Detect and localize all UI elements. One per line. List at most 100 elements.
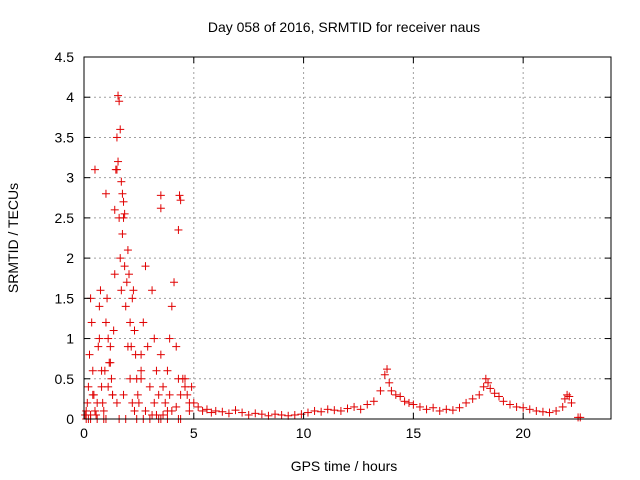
data-point: [218, 407, 227, 416]
data-point: [525, 405, 534, 414]
data-point: [159, 382, 168, 391]
data-point: [120, 262, 129, 271]
data-point: [415, 402, 424, 411]
data-point: [141, 406, 150, 415]
data-point: [238, 408, 247, 417]
data-point: [99, 406, 108, 415]
data-point: [396, 392, 405, 401]
data-point: [211, 406, 220, 415]
data-point: [330, 406, 339, 415]
data-point: [538, 407, 547, 416]
data-point: [380, 370, 389, 379]
data-point: [110, 270, 119, 279]
data-point: [385, 378, 394, 387]
data-point: [175, 191, 184, 200]
data-point: [103, 294, 112, 303]
y-tick-label: 0.5: [55, 371, 75, 387]
data-point: [85, 350, 94, 359]
data-point: [107, 374, 116, 383]
data-point: [251, 409, 260, 418]
data-point: [106, 342, 115, 351]
data-point: [558, 402, 567, 411]
data-point: [448, 406, 457, 415]
y-tick-label: 4.5: [55, 49, 75, 65]
data-point: [181, 374, 190, 383]
data-point: [462, 398, 471, 407]
plot-frame: [83, 56, 612, 420]
data-point: [224, 409, 233, 418]
data-point: [429, 403, 438, 412]
data-point: [257, 410, 266, 419]
data-point: [83, 398, 92, 407]
x-tick-label: 0: [80, 425, 88, 441]
data-point: [82, 406, 91, 415]
data-point: [143, 342, 152, 351]
data-point: [128, 398, 137, 407]
data-point: [317, 407, 326, 416]
data-point: [519, 403, 528, 412]
x-tick-label: 5: [190, 425, 198, 441]
data-point: [112, 133, 121, 142]
data-point: [532, 406, 541, 415]
y-tick-label: 1.5: [55, 290, 75, 306]
data-point: [148, 286, 157, 295]
data-point: [123, 246, 132, 255]
data-point: [490, 389, 499, 398]
data-point: [479, 382, 488, 391]
data-point: [104, 382, 113, 391]
data-point: [383, 365, 392, 374]
data-point: [145, 382, 154, 391]
data-point: [115, 97, 124, 106]
data-point: [350, 402, 359, 411]
data-point: [563, 390, 572, 399]
data-point: [94, 342, 103, 351]
data-point: [499, 397, 508, 406]
data-point: [163, 406, 172, 415]
y-axis-title: SRMTID / TECUs: [5, 183, 21, 293]
data-point: [495, 392, 504, 401]
data-point: [101, 318, 110, 327]
data-point: [114, 91, 123, 100]
data-point: [126, 318, 135, 327]
data-point: [120, 209, 129, 218]
data-point: [323, 405, 332, 414]
data-point: [185, 406, 194, 415]
data-point: [409, 400, 418, 409]
y-tick-label: 3: [66, 170, 74, 186]
data-point: [110, 205, 119, 214]
chart-title: Day 058 of 2016, SRMTID for receiver nau…: [208, 19, 480, 35]
data-point: [576, 413, 585, 422]
data-point: [244, 410, 253, 419]
data-point: [114, 157, 123, 166]
data-point: [152, 366, 161, 375]
data-point: [112, 398, 121, 407]
data-point: [567, 398, 576, 407]
data-point: [303, 408, 312, 417]
data-point: [126, 374, 135, 383]
data-point: [422, 405, 431, 414]
data-points: [81, 91, 585, 423]
data-point: [109, 326, 118, 335]
data-point: [194, 402, 203, 411]
data-point: [505, 400, 514, 409]
data-point: [104, 334, 113, 343]
data-point: [404, 398, 413, 407]
data-point: [133, 390, 142, 399]
data-point: [150, 398, 159, 407]
data-point: [116, 125, 125, 134]
data-point: [290, 410, 299, 419]
data-point: [170, 278, 179, 287]
data-point: [277, 410, 286, 419]
data-point: [118, 189, 127, 198]
data-point: [122, 278, 131, 287]
data-point: [356, 405, 365, 414]
data-point: [202, 405, 211, 414]
data-point: [125, 270, 134, 279]
data-point: [112, 165, 121, 174]
data-point: [376, 386, 385, 395]
data-point: [119, 390, 128, 399]
data-point: [165, 390, 174, 399]
data-point: [116, 254, 125, 263]
data-point: [86, 410, 95, 419]
data-point: [369, 397, 378, 406]
